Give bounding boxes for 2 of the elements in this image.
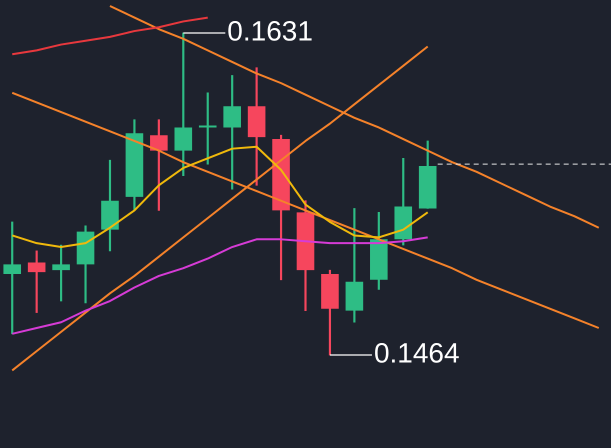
annotation: 0.1464 [374, 338, 460, 369]
annotation: 0.1631 [227, 16, 313, 47]
